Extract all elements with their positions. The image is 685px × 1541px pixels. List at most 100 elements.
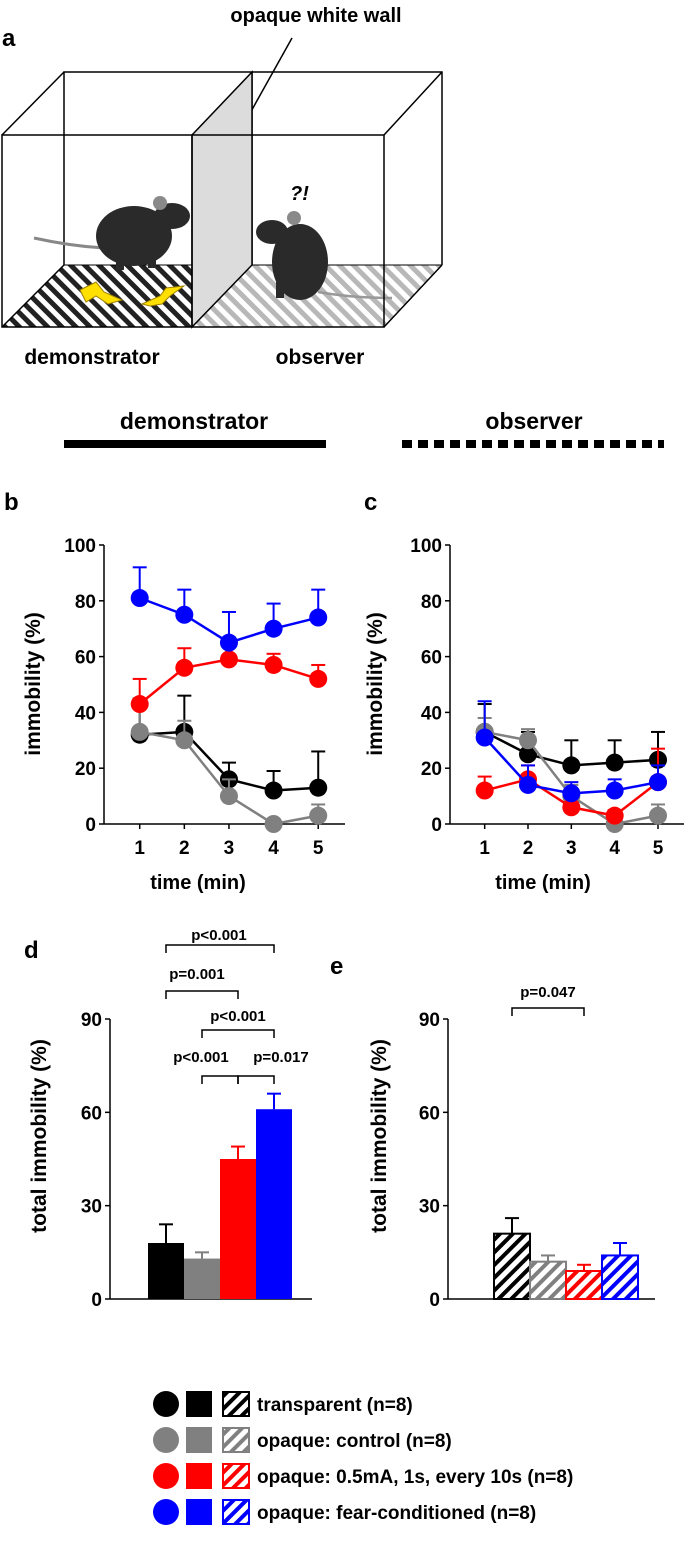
x-tick-label: 4 xyxy=(609,838,620,859)
data-point xyxy=(219,650,238,669)
legend-circle-marker xyxy=(153,1463,179,1489)
significance-bracket xyxy=(201,1029,275,1038)
legend-hatched-swatch xyxy=(222,1391,250,1417)
bar-transparent xyxy=(493,1232,531,1300)
x-tick-label: 5 xyxy=(313,838,324,859)
significance-label: p=0.047 xyxy=(520,984,575,1001)
chart-b-ylabel: immobility (%) xyxy=(22,612,45,756)
line-chart-b: 0 20 40 60 80 100 1 2 3 4 5 xyxy=(64,536,345,859)
data-point xyxy=(309,669,328,688)
legend-item-opaque-0-5ma-1s-every-10s-n-8: opaque: 0.5mA, 1s, every 10s (n=8) xyxy=(153,1463,573,1489)
bar-opaque-fear-conditioned xyxy=(601,1254,639,1301)
data-point xyxy=(264,815,283,833)
series-opaque-fear-conditioned xyxy=(475,700,667,803)
legend-solid-swatch xyxy=(186,1499,212,1525)
data-point xyxy=(475,781,494,800)
legend-hatched-swatch xyxy=(222,1427,250,1453)
legend-circle-marker xyxy=(153,1427,179,1453)
y-tick-label: 60 xyxy=(419,1103,440,1124)
panel-label-d: d xyxy=(24,937,39,964)
bar-opaque-fear-conditioned xyxy=(256,1109,292,1299)
demonstrator-floor xyxy=(2,265,252,327)
significance-bracket xyxy=(165,990,239,999)
back-frame xyxy=(63,71,443,265)
edge-bottom-left xyxy=(1,264,65,328)
y-tick-label: 90 xyxy=(81,1010,102,1031)
data-point xyxy=(309,778,328,797)
data-point xyxy=(649,806,667,825)
data-point xyxy=(475,728,494,747)
x-tick-label: 3 xyxy=(566,838,577,859)
significance-bracket xyxy=(201,1075,239,1084)
bar-opaque-control xyxy=(529,1260,567,1300)
y-tick-label: 100 xyxy=(410,536,442,557)
data-point xyxy=(605,806,624,825)
data-point xyxy=(264,781,283,800)
data-point xyxy=(605,753,624,772)
y-tick-label: 0 xyxy=(431,815,442,836)
edge-top-left xyxy=(1,71,65,136)
observer-floor xyxy=(192,265,442,327)
x-tick-label: 1 xyxy=(479,838,490,859)
demonstrator-mouse xyxy=(33,196,190,270)
y-tick-label: 0 xyxy=(85,815,96,836)
demonstrator-box-label: demonstrator xyxy=(24,346,159,369)
shock-bolt-left xyxy=(79,281,124,305)
significance-label: p<0.001 xyxy=(173,1049,228,1066)
series-opaque-control xyxy=(130,703,328,833)
legend-item-transparent-n-8: transparent (n=8) xyxy=(153,1391,413,1417)
legend-label: opaque: fear-conditioned (n=8) xyxy=(257,1503,536,1524)
data-point xyxy=(175,605,194,624)
legend-label: transparent (n=8) xyxy=(257,1395,413,1416)
x-tick-label: 3 xyxy=(224,838,235,859)
data-point xyxy=(309,608,328,627)
x-tick-label: 2 xyxy=(179,838,190,859)
panel-label-b: b xyxy=(4,489,19,516)
y-tick-label: 30 xyxy=(419,1197,440,1218)
y-tick-label: 60 xyxy=(81,1103,102,1124)
data-point xyxy=(519,775,537,794)
data-point xyxy=(649,773,667,792)
observer-question: ?! xyxy=(290,183,309,205)
bar-opaque-0-5ma-1s-every-10s xyxy=(565,1270,603,1300)
x-tick-label: 1 xyxy=(134,838,145,859)
data-point xyxy=(264,619,283,638)
data-point xyxy=(562,798,581,817)
bar-chart-e: 0 30 60 90 p=0.047 xyxy=(419,984,655,1311)
significance-bracket xyxy=(511,1007,585,1016)
significance-bracket xyxy=(237,1075,275,1084)
legend-solid-swatch xyxy=(186,1427,212,1453)
significance-label: p<0.001 xyxy=(191,927,246,944)
data-point xyxy=(219,633,238,652)
x-tick-label: 5 xyxy=(653,838,664,859)
data-point xyxy=(219,787,238,806)
edge-bottom-right xyxy=(383,264,443,328)
data-point xyxy=(562,756,581,775)
legend-item-opaque-fear-conditioned-n-8: opaque: fear-conditioned (n=8) xyxy=(153,1499,536,1525)
legend-hatched-swatch xyxy=(222,1499,250,1525)
y-tick-label: 80 xyxy=(421,592,442,613)
bar-chart-d: 0 30 60 90 p<0.001 p=0.001 p<0.001 p<0.001 p=0.0… xyxy=(81,927,312,1311)
chart-c-ylabel: immobility (%) xyxy=(364,612,387,756)
chart-c-xlabel: time (min) xyxy=(495,872,591,894)
x-tick-label: 4 xyxy=(268,838,279,859)
y-tick-label: 80 xyxy=(75,592,96,613)
bar-opaque-control xyxy=(184,1258,220,1299)
significance-label: p<0.001 xyxy=(210,1008,265,1025)
key-observer-label: observer xyxy=(485,408,582,434)
legend-label: opaque: control (n=8) xyxy=(257,1431,452,1452)
y-tick-label: 60 xyxy=(421,648,442,669)
y-tick-label: 0 xyxy=(91,1290,102,1311)
line-chart-c: 0 20 40 60 80 100 1 2 3 4 5 xyxy=(410,536,684,859)
wall-label: opaque white wall xyxy=(230,5,401,27)
data-point xyxy=(605,781,624,800)
x-tick-label: 2 xyxy=(523,838,534,859)
series-transparent xyxy=(475,703,667,775)
y-tick-label: 0 xyxy=(429,1290,440,1311)
y-tick-label: 40 xyxy=(421,703,442,724)
y-tick-label: 90 xyxy=(419,1010,440,1031)
bar-opaque-0-5ma-1s-every-10s xyxy=(220,1159,256,1299)
bar-transparent xyxy=(148,1243,184,1299)
legend-label: opaque: 0.5mA, 1s, every 10s (n=8) xyxy=(257,1467,573,1488)
observer-box-label: observer xyxy=(276,346,365,369)
